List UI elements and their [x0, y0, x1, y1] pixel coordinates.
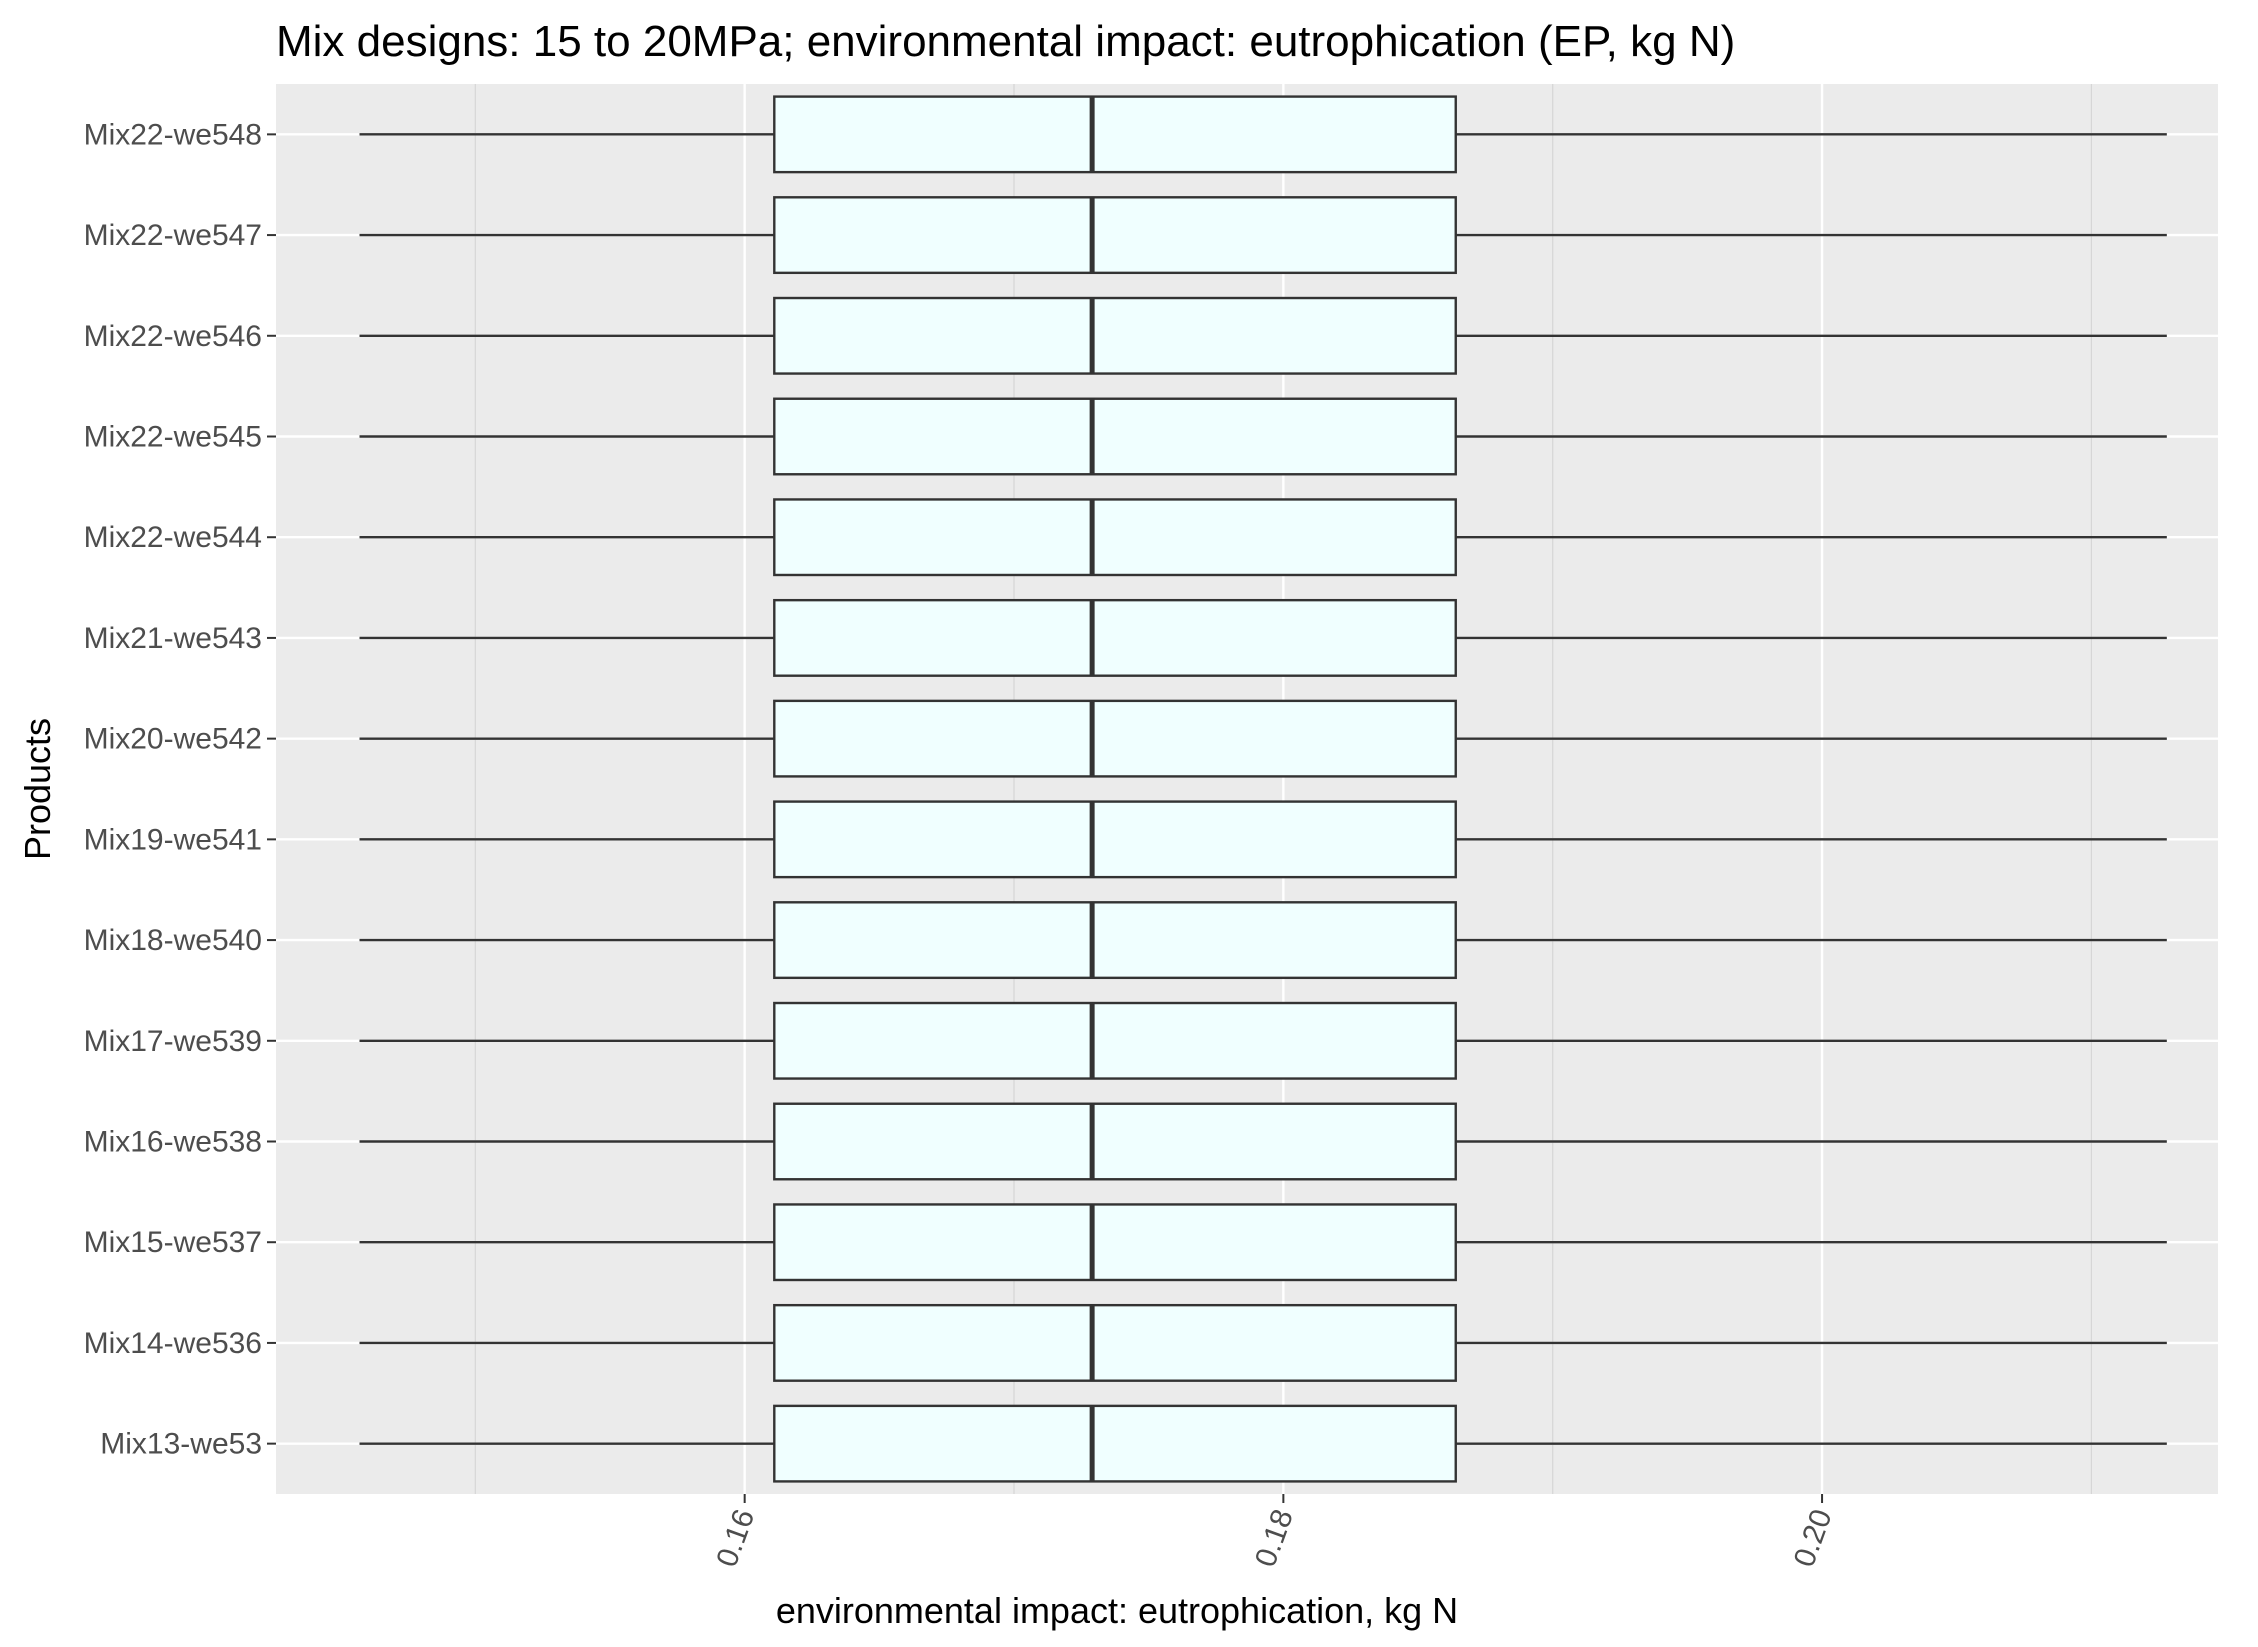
y-axis: Mix22-we548 Mix22-we547 Mix22-we546 Mix22-w… — [84, 118, 276, 1461]
box-group — [359, 95, 2167, 174]
box — [773, 1001, 1457, 1080]
box-group — [359, 901, 2167, 980]
box-group — [359, 699, 2167, 778]
y-tick-label: Mix22-we548 — [84, 118, 262, 151]
x-tick-label: 0.16 — [710, 1505, 761, 1571]
box — [773, 1404, 1457, 1483]
box-group — [359, 397, 2167, 476]
y-tick-label: Mix20-we542 — [84, 723, 262, 756]
box — [773, 1102, 1457, 1181]
box-group — [359, 498, 2167, 577]
box-group — [359, 1404, 2167, 1483]
x-axis-title: environmental impact: eutrophication, kg… — [776, 1590, 1458, 1631]
box — [773, 1203, 1457, 1282]
y-tick-label: Mix14-we536 — [84, 1327, 262, 1360]
box — [773, 699, 1457, 778]
box-group — [359, 1001, 2167, 1080]
box — [773, 397, 1457, 476]
y-axis-title: Products — [17, 718, 58, 860]
box-group — [359, 800, 2167, 879]
y-tick-label: Mix17-we539 — [84, 1025, 262, 1058]
box-group — [359, 1303, 2167, 1382]
y-tick-label: Mix16-we538 — [84, 1126, 262, 1159]
plot-panel — [276, 84, 2218, 1494]
y-tick-label: Mix13-we53 — [100, 1428, 262, 1461]
y-tick-label: Mix21-we543 — [84, 622, 262, 655]
y-tick-label: Mix22-we544 — [84, 521, 262, 554]
box-group — [359, 1102, 2167, 1181]
y-tick-label: Mix18-we540 — [84, 924, 262, 957]
y-tick-label: Mix22-we545 — [84, 421, 262, 454]
chart-title: Mix designs: 15 to 20MPa; environmental … — [276, 17, 1735, 66]
box — [773, 95, 1457, 174]
y-tick-label: Mix19-we541 — [84, 823, 262, 856]
y-tick-label: Mix22-we546 — [84, 320, 262, 353]
box — [773, 498, 1457, 577]
x-axis: 0.16 0.18 0.20 — [710, 1494, 1839, 1571]
box — [773, 598, 1457, 677]
box-series — [359, 95, 2167, 1483]
box-group — [359, 296, 2167, 375]
box — [773, 196, 1457, 275]
box-group — [359, 1203, 2167, 1282]
box-group — [359, 598, 2167, 677]
x-tick-label: 0.18 — [1249, 1505, 1300, 1571]
box — [773, 800, 1457, 879]
box-group — [359, 196, 2167, 275]
box — [773, 296, 1457, 375]
box — [773, 1303, 1457, 1382]
x-tick-label: 0.20 — [1788, 1505, 1839, 1571]
y-tick-label: Mix15-we537 — [84, 1226, 262, 1259]
y-tick-label: Mix22-we547 — [84, 219, 262, 252]
box — [773, 901, 1457, 980]
